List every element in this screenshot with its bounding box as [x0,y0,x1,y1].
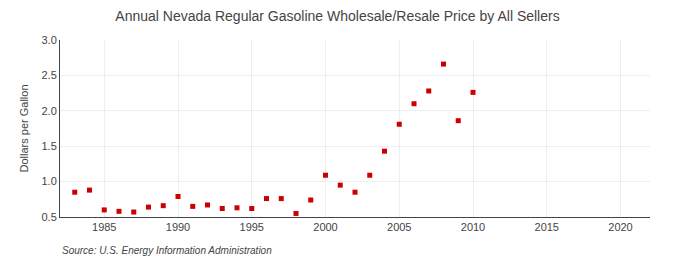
svg-text:1995: 1995 [240,221,264,233]
svg-text:0.5: 0.5 [42,211,57,223]
svg-text:1.0: 1.0 [42,175,57,187]
svg-text:2010: 2010 [461,221,485,233]
svg-text:3.0: 3.0 [42,34,57,46]
svg-text:2020: 2020 [608,221,632,233]
svg-text:1.5: 1.5 [42,140,57,152]
svg-text:1990: 1990 [166,221,190,233]
svg-text:Annual Nevada Regular Gasoline: Annual Nevada Regular Gasoline Wholesale… [115,8,559,24]
svg-text:2.0: 2.0 [42,105,57,117]
svg-text:2005: 2005 [387,221,411,233]
svg-text:2.5: 2.5 [42,69,57,81]
svg-text:2015: 2015 [535,221,559,233]
svg-text:2000: 2000 [313,221,337,233]
svg-text:Dollars per Gallon: Dollars per Gallon [18,84,30,172]
svg-text:Source: U.S. Energy Informatio: Source: U.S. Energy Information Administ… [62,245,272,256]
svg-text:1985: 1985 [92,221,116,233]
